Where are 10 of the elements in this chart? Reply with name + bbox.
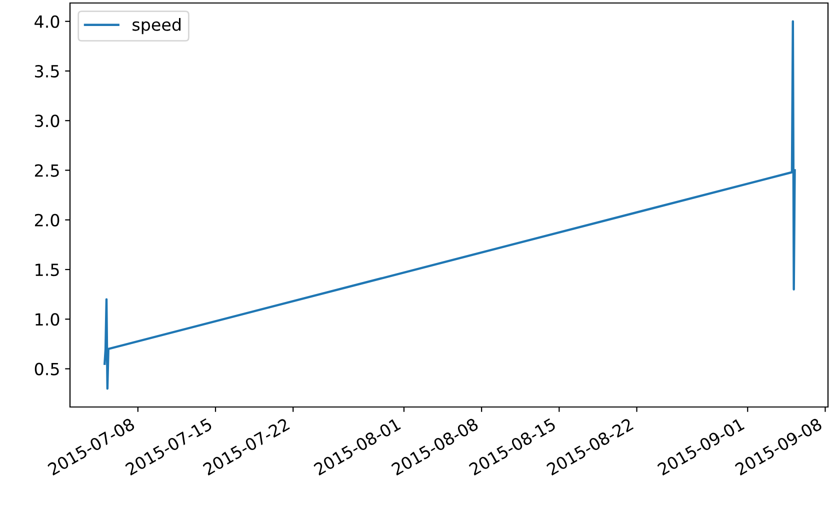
y-tick-label: 2.5 bbox=[34, 164, 59, 177]
y-tick-label: 1.0 bbox=[36, 313, 60, 326]
y-tick-label: 3.5 bbox=[35, 64, 59, 78]
y-tick-label: 0.5 bbox=[34, 362, 59, 376]
y-tick-label: 1.5 bbox=[36, 264, 59, 276]
line-series bbox=[104, 20, 796, 390]
y-tick-label: 3.0 bbox=[35, 114, 60, 128]
legend-label: speed bbox=[132, 18, 180, 34]
y-tick-label: 2.0 bbox=[34, 214, 60, 226]
y-tick-label: 4.0 bbox=[34, 15, 60, 28]
